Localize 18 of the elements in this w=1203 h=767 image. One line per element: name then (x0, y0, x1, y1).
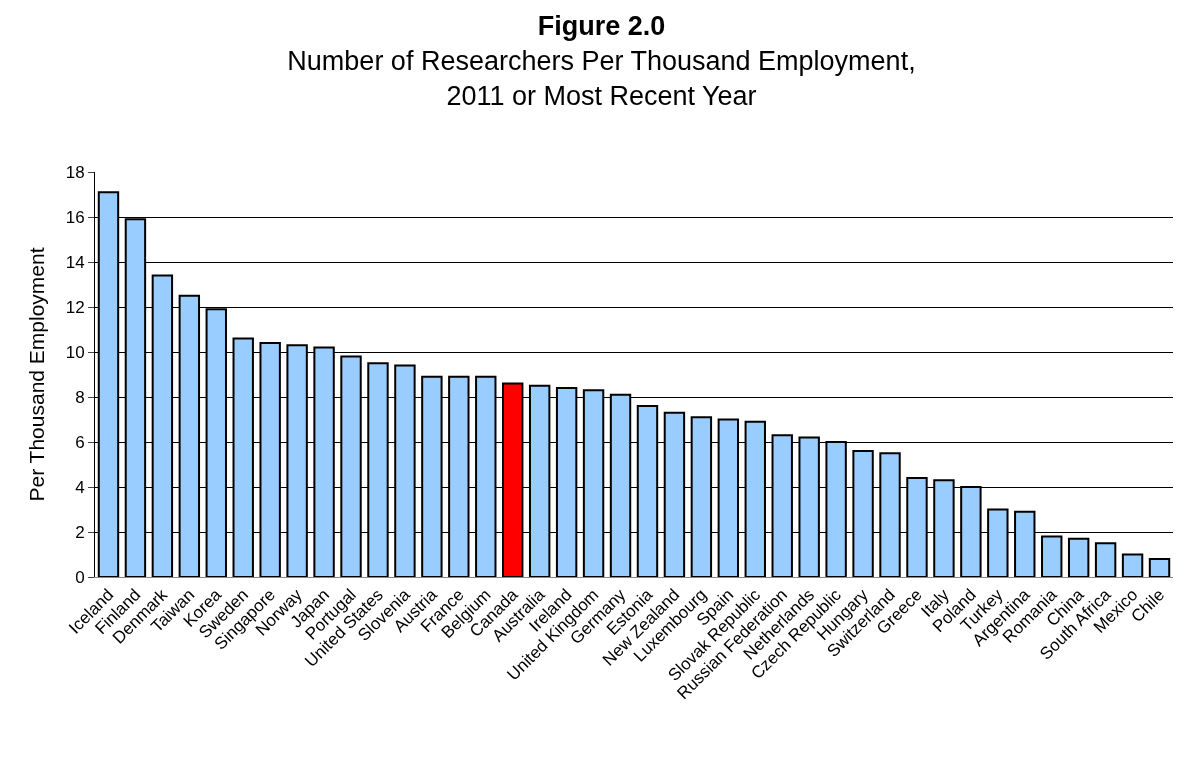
y-axis-title: Per Thousand Employment (24, 247, 48, 502)
y-tick-label: 4 (75, 477, 85, 497)
bar (1041, 535, 1063, 577)
chart-title: Figure 2.0 (537, 10, 666, 41)
y-tick-label: 10 (65, 342, 85, 362)
y-tick-label: 2 (75, 522, 85, 542)
y-tick-label: 18 (65, 162, 85, 182)
bar (1067, 537, 1090, 577)
bar (1121, 553, 1144, 577)
y-tick-label: 16 (65, 207, 85, 227)
bar (1148, 558, 1171, 577)
y-tick-label: 8 (75, 387, 85, 407)
y-tick-label: 14 (65, 252, 85, 272)
y-tick-label: 0 (75, 567, 85, 587)
y-tick-label: 12 (65, 297, 85, 317)
chart-subtitle: Number of Researchers Per Thousand Employment, 2011 or Most Recent Year (287, 45, 916, 111)
bar (1094, 542, 1117, 577)
y-tick-label: 6 (75, 432, 85, 452)
